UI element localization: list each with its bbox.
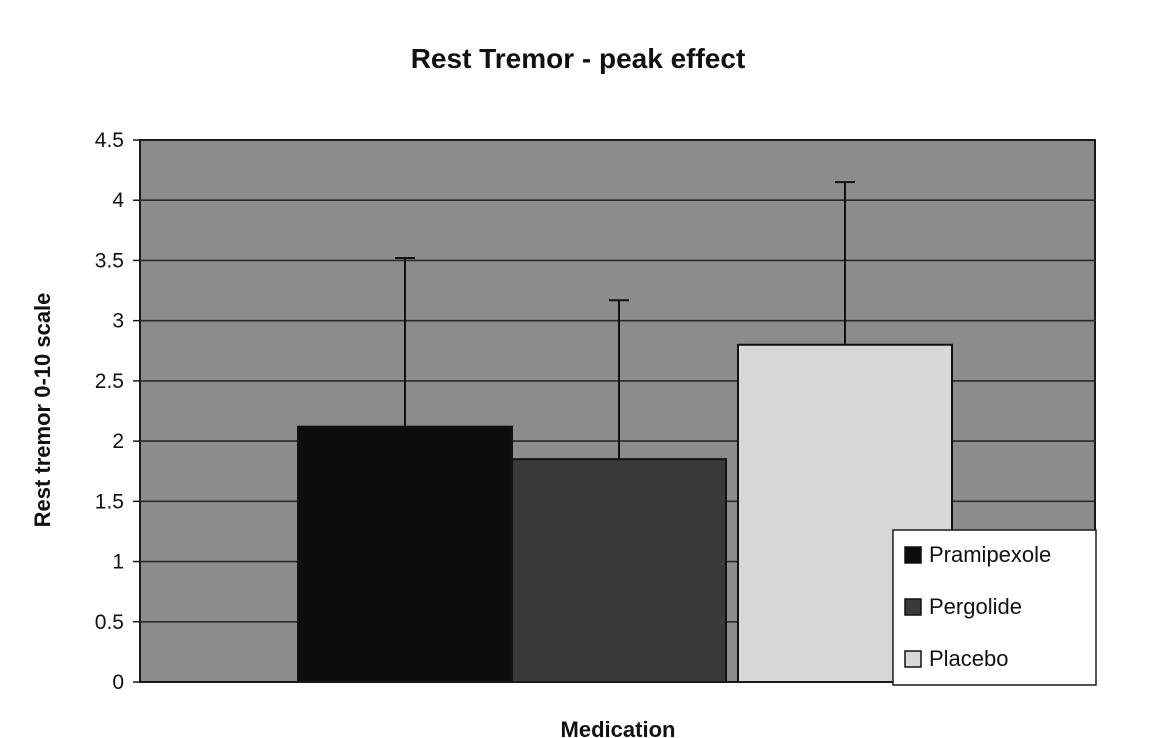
- y-tick-label: 4.5: [95, 129, 124, 152]
- chart-title: Rest Tremor - peak effect: [411, 43, 746, 74]
- legend-label: Pramipexole: [929, 542, 1051, 567]
- bar-pramipexole: [297, 425, 513, 683]
- y-tick-label: 0: [112, 671, 124, 694]
- bar-pergolide: [511, 458, 727, 683]
- y-axis-ticks: 0 0.5 1 1.5 2 2.5 3 3.5 4 4.5: [95, 129, 140, 694]
- legend: Pramipexole Pergolide Placebo: [892, 529, 1097, 686]
- y-tick-label: 1.5: [95, 490, 124, 513]
- y-tick-label: 3: [112, 310, 124, 333]
- y-tick-label: 4: [112, 189, 124, 212]
- y-tick-label: 0.5: [95, 611, 124, 634]
- y-tick-label: 2: [112, 430, 124, 453]
- x-axis-label: Medication: [561, 717, 676, 738]
- legend-swatch: [904, 598, 922, 616]
- legend-label: Placebo: [929, 646, 1009, 671]
- y-tick-label: 2.5: [95, 370, 124, 393]
- legend-swatch: [904, 650, 922, 668]
- y-tick-label: 3.5: [95, 249, 124, 272]
- y-tick-label: 1: [112, 551, 124, 574]
- legend-swatch: [904, 546, 922, 564]
- legend-label: Pergolide: [929, 594, 1022, 619]
- plot-area: [139, 139, 1096, 683]
- y-axis-label: Rest tremor 0-10 scale: [30, 293, 55, 528]
- legend-box: [892, 529, 1097, 686]
